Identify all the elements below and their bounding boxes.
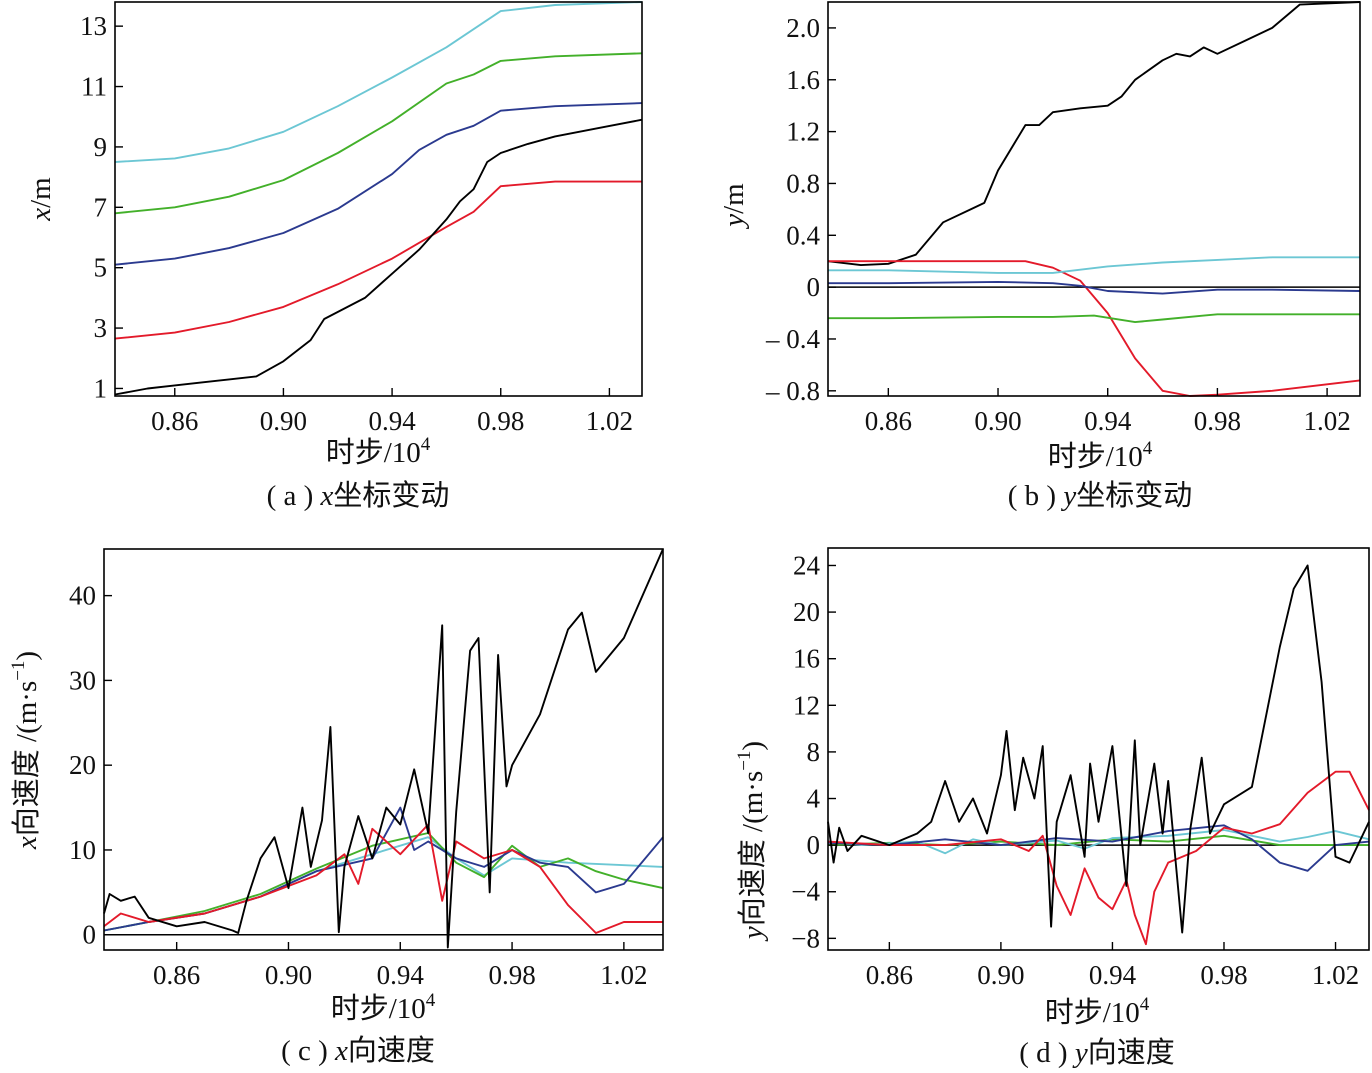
y-tick-label-d: 8 [807, 737, 821, 767]
plot-b-ticks: 0.86 0.90 0.94 0.98 1.02 2.0 1.6 1.2 0.8 0.4 0 – 0.… [765, 13, 1351, 436]
y-tick-label-a: 5 [94, 253, 108, 283]
series-line-b-3 [828, 256, 1360, 274]
plot-b-caption: ( b ) y坐标变动 [1008, 479, 1192, 512]
y-tick-label-a: 13 [80, 11, 107, 41]
series-line-b-2 [828, 260, 1361, 397]
y-tick-label-a: 7 [94, 192, 108, 222]
y-tick-label-c: 20 [69, 750, 96, 780]
plot-d-ylabel: y向速度 /(m·s−1) [734, 741, 769, 942]
x-tick-label-a: 0.98 [477, 406, 524, 436]
x-tick-label-a: 0.90 [260, 406, 307, 436]
plot-c-lines [103, 548, 664, 949]
x-tick-label-d: 0.90 [977, 960, 1024, 990]
y-tick-label-d: 20 [793, 597, 820, 627]
x-tick-label-d: 0.98 [1200, 960, 1247, 990]
series-line-c-2 [103, 832, 664, 932]
plot-a-xlabel: 时步/104 [326, 434, 431, 469]
y-tick-label-c: 10 [69, 835, 96, 865]
x-tick-label-c: 0.98 [488, 960, 535, 990]
plot-a-ylabel: x/m [25, 177, 57, 222]
y-tick-label-b: – 0.4 [765, 324, 821, 354]
y-tick-label-a: 9 [94, 132, 108, 162]
plot-b-ylabel: y/m [718, 183, 750, 230]
y-tick-label-d: −8 [791, 923, 820, 953]
series-line-b-5 [828, 313, 1360, 324]
plot-d-ticks: 0.86 0.90 0.94 0.98 1.02 24 20 16 12 8 4 0 −4 −8 [791, 550, 1359, 990]
y-tick-label-b: 0.8 [786, 168, 820, 198]
plot-c-ylabel: x向速度 /(m·s−1) [8, 651, 43, 850]
plot-a-lines [114, 1, 643, 396]
y-tick-label-d: −4 [791, 877, 820, 907]
y-tick-label-b: 0.4 [786, 220, 820, 250]
x-tick-label-b: 0.86 [865, 406, 912, 436]
x-tick-label-b: 0.98 [1194, 406, 1241, 436]
y-tick-label-c: 30 [69, 665, 96, 695]
series-line-a-3 [114, 102, 643, 266]
x-tick-label-a: 0.86 [151, 406, 198, 436]
plot-d-caption: ( d ) y向速度 [1019, 1036, 1174, 1069]
series-line-d-5 [827, 564, 1370, 934]
x-tick-label-d: 0.86 [866, 960, 913, 990]
series-line-b-4 [828, 280, 1361, 295]
y-tick-label-a: 1 [94, 373, 108, 403]
plot-d-lines [827, 564, 1370, 946]
y-tick-label-c: 40 [69, 581, 96, 611]
x-tick-label-c: 0.94 [377, 960, 425, 990]
series-line-a-5 [114, 118, 643, 396]
y-tick-label-a: 3 [94, 313, 108, 343]
plot-b-lines [827, 1, 1361, 397]
plot-d-frame [827, 547, 1370, 951]
y-tick-label-d: 4 [807, 784, 821, 814]
series-line-a-1 [114, 1, 643, 163]
series-line-d-3 [827, 824, 1370, 872]
x-tick-label-d: 0.94 [1089, 960, 1137, 990]
x-tick-label-c: 1.02 [600, 960, 647, 990]
plot-c-xlabel: 时步/104 [331, 990, 436, 1025]
panel-c: 0.86 0.90 0.94 0.98 1.02 0 10 20 30 40 x向速度 /(m·s… [8, 548, 664, 1067]
plot-b-frame [827, 1, 1361, 397]
series-line-c-5 [103, 548, 664, 949]
plot-a-frame [114, 1, 643, 397]
plot-c-ticks: 0.86 0.90 0.94 0.98 1.02 0 10 20 30 40 [69, 581, 647, 990]
panel-b: 0.86 0.90 0.94 0.98 1.02 2.0 1.6 1.2 0.8 0.4 0 – 0.… [718, 1, 1361, 512]
x-tick-label-b: 0.94 [1084, 406, 1132, 436]
y-tick-label-c: 0 [83, 920, 97, 950]
y-tick-label-d: 24 [793, 550, 821, 580]
x-tick-label-d: 1.02 [1312, 960, 1359, 990]
y-tick-label-b: 2.0 [786, 13, 820, 43]
y-tick-label-b: 0 [807, 272, 821, 302]
y-tick-label-b: 1.6 [786, 65, 820, 95]
x-tick-label-b: 1.02 [1303, 406, 1350, 436]
x-tick-label-c: 0.86 [153, 960, 200, 990]
plot-d-xlabel: 时步/104 [1045, 994, 1150, 1029]
x-tick-label-a: 1.02 [586, 406, 633, 436]
x-tick-label-c: 0.90 [265, 960, 312, 990]
y-tick-label-d: 0 [807, 830, 821, 860]
x-tick-label-a: 0.94 [368, 406, 416, 436]
series-line-a-4 [114, 180, 642, 340]
y-tick-label-b: – 0.8 [765, 376, 820, 406]
series-line-a-2 [114, 52, 643, 215]
series-line-c-3 [103, 806, 664, 932]
y-tick-label-a: 11 [81, 72, 107, 102]
y-tick-label-d: 16 [793, 644, 820, 674]
plot-c-caption: ( c ) x向速度 [281, 1034, 435, 1067]
plot-a-caption: ( a ) x坐标变动 [267, 479, 450, 512]
series-line-b-1 [827, 1, 1361, 267]
x-tick-label-b: 0.90 [974, 406, 1021, 436]
plot-c-frame [103, 548, 664, 951]
series-line-d-4 [827, 770, 1370, 946]
panel-d: 0.86 0.90 0.94 0.98 1.02 24 20 16 12 8 4 0 −4 −8 y向速度… [734, 547, 1370, 1069]
series-line-c-4 [103, 823, 663, 934]
y-tick-label-d: 12 [793, 690, 820, 720]
y-tick-label-b: 1.2 [786, 117, 820, 147]
plot-b-xlabel: 时步/104 [1048, 438, 1153, 473]
